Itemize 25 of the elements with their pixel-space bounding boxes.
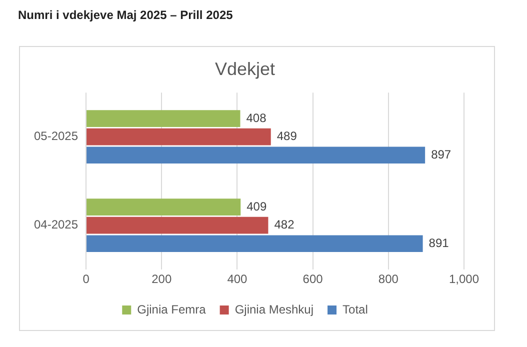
legend-label: Gjinia Femra xyxy=(137,302,206,316)
chart-title: Numri i vdekjeve Maj 2025 – Prill 2025 xyxy=(18,8,234,24)
legend-label: Gjinia Meshkuj xyxy=(234,302,314,316)
x-tick-label: 600 xyxy=(302,272,324,286)
data-label: 409 xyxy=(246,199,267,214)
data-label: 482 xyxy=(274,218,295,232)
x-tick-label: 200 xyxy=(152,272,172,286)
bar xyxy=(86,146,426,164)
bar xyxy=(86,110,240,127)
bar xyxy=(86,128,271,146)
bar xyxy=(86,216,268,234)
x-tick-label: 400 xyxy=(227,272,248,286)
data-label: 891 xyxy=(428,236,450,250)
x-tick-label: 1,000 xyxy=(448,272,480,286)
y-tick-label: 05-2025 xyxy=(34,129,78,144)
x-tick-label: 0 xyxy=(82,272,90,286)
data-label: 897 xyxy=(431,147,452,162)
bar xyxy=(86,235,423,252)
data-label: 489 xyxy=(276,129,298,144)
chart-subtitle: Vdekjet xyxy=(214,58,276,79)
x-tick-label: 800 xyxy=(378,272,399,286)
data-label: 408 xyxy=(246,110,267,125)
y-tick-label: 04-2025 xyxy=(34,218,78,232)
bar xyxy=(86,198,241,216)
legend-label: Total xyxy=(342,302,368,316)
